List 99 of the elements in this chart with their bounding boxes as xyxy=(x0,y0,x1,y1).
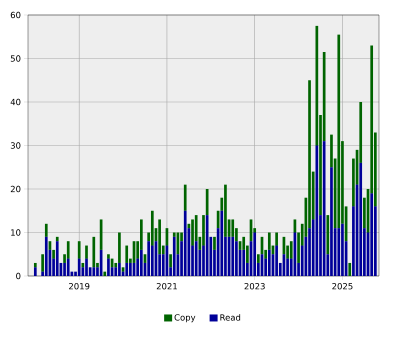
bar xyxy=(231,236,234,276)
bar xyxy=(290,241,293,259)
bar xyxy=(66,241,70,259)
bar xyxy=(52,250,55,259)
bar xyxy=(275,232,278,246)
bar xyxy=(370,193,374,276)
bar xyxy=(166,228,168,246)
bar xyxy=(191,219,194,246)
bar xyxy=(78,241,81,259)
bar xyxy=(337,228,340,276)
bar xyxy=(348,262,352,276)
x-tick-label: 2019 xyxy=(69,283,90,290)
bar xyxy=(118,262,121,276)
y-tick-label: 20 xyxy=(10,186,20,192)
bar xyxy=(294,219,296,232)
bar xyxy=(220,210,224,276)
bar xyxy=(260,236,264,254)
bar xyxy=(235,241,238,276)
bar xyxy=(147,241,150,276)
bar xyxy=(41,254,44,272)
bar xyxy=(231,219,234,237)
bar xyxy=(330,167,333,276)
bar xyxy=(100,250,102,276)
bar xyxy=(103,272,106,276)
bar xyxy=(282,236,286,254)
bar xyxy=(100,219,102,250)
bar xyxy=(176,232,180,254)
bar xyxy=(140,250,143,276)
bar xyxy=(78,258,81,276)
bar xyxy=(275,246,278,276)
bar xyxy=(294,232,296,276)
y-tick-label: 50 xyxy=(10,55,20,62)
bar xyxy=(282,254,286,276)
legend-label: Copy xyxy=(174,314,196,322)
bar xyxy=(172,236,176,276)
bar xyxy=(56,241,59,276)
bar xyxy=(144,254,146,263)
bar xyxy=(260,254,264,276)
bar xyxy=(118,232,121,263)
bar xyxy=(158,219,161,254)
bar xyxy=(132,262,136,276)
x-tick-label: 2021 xyxy=(156,283,177,290)
bar xyxy=(216,210,220,228)
bar xyxy=(315,145,318,276)
bar xyxy=(286,258,289,276)
bar xyxy=(228,236,230,276)
y-tick-label: 0 xyxy=(16,272,20,280)
bar xyxy=(154,241,158,276)
bar xyxy=(206,215,209,276)
bar xyxy=(322,141,326,276)
bar xyxy=(44,224,48,237)
y-tick-label: 40 xyxy=(10,98,20,106)
legend-label: Read xyxy=(220,314,240,321)
x-tick-label: 2025 xyxy=(332,283,352,290)
bar xyxy=(63,262,66,276)
bar xyxy=(213,236,216,250)
bar xyxy=(268,250,271,276)
bar xyxy=(150,210,154,246)
bar xyxy=(337,34,340,228)
bar xyxy=(326,215,330,254)
bar xyxy=(224,184,227,237)
bar xyxy=(114,267,118,276)
bar xyxy=(253,232,256,276)
bar xyxy=(169,254,172,268)
bar xyxy=(194,241,198,276)
y-tick-label: 60 xyxy=(10,12,20,18)
bar xyxy=(81,262,84,268)
bar xyxy=(48,241,52,250)
bar xyxy=(107,258,110,276)
bar xyxy=(250,219,252,242)
bar xyxy=(206,189,209,216)
bar xyxy=(166,246,168,276)
bar xyxy=(238,241,242,250)
bar xyxy=(92,236,96,268)
bar xyxy=(359,162,362,276)
bar xyxy=(202,215,205,246)
bar xyxy=(125,262,128,276)
bar xyxy=(132,241,136,263)
bar xyxy=(129,262,132,276)
bar xyxy=(34,262,37,268)
bar xyxy=(110,258,114,268)
bar xyxy=(107,254,110,259)
bar xyxy=(125,246,128,263)
bar xyxy=(85,246,88,259)
y-tick-label: 10 xyxy=(11,229,20,236)
x-tick-label: 2023 xyxy=(244,283,265,290)
bar xyxy=(184,184,187,211)
bar xyxy=(85,258,88,276)
bar xyxy=(256,254,260,263)
bar xyxy=(92,267,96,276)
y-tick-label: 30 xyxy=(10,142,20,149)
bar xyxy=(341,224,344,276)
bar xyxy=(34,267,37,276)
bar xyxy=(122,267,124,272)
bar xyxy=(44,236,48,276)
bar xyxy=(114,262,118,268)
bar xyxy=(242,250,246,276)
bar xyxy=(66,258,70,276)
bar xyxy=(184,210,187,276)
